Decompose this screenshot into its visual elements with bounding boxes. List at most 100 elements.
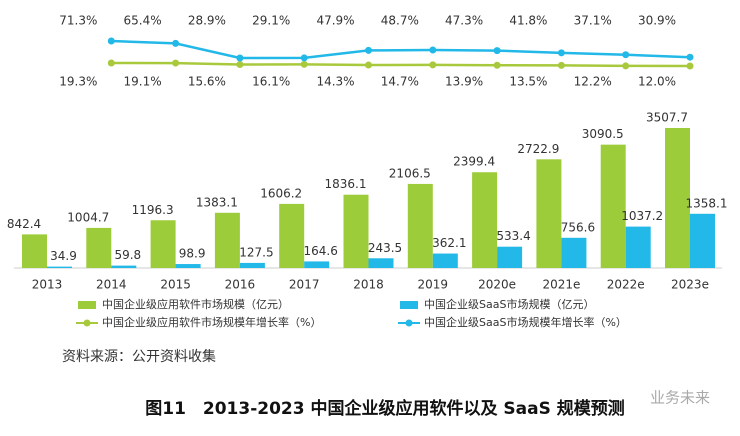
line-point <box>686 62 694 70</box>
x-tick-label: 2021e <box>542 278 580 292</box>
bar <box>304 261 330 268</box>
line-value-label: 16.1% <box>252 75 290 89</box>
bar-value-label: 1196.3 <box>132 203 174 217</box>
line-value-label: 12.2% <box>574 75 612 89</box>
line-point <box>622 51 630 59</box>
bar <box>175 264 201 268</box>
bar <box>22 234 47 268</box>
bar-value-label: 3090.5 <box>582 127 624 141</box>
bar <box>368 258 394 268</box>
x-tick-label: 2020e <box>478 278 516 292</box>
line-value-label: 65.4% <box>124 14 162 28</box>
line-point <box>557 61 565 69</box>
bar <box>111 265 137 268</box>
line-value-label: 14.3% <box>316 75 354 89</box>
legend-swatch <box>83 319 91 327</box>
line-point <box>429 46 437 54</box>
line-point <box>107 37 115 45</box>
line-value-label: 37.1% <box>574 14 612 28</box>
bar-value-label: 1606.2 <box>260 186 302 200</box>
line-value-label: 15.6% <box>188 75 226 89</box>
watermark: 业务未来 <box>650 389 710 407</box>
line-point <box>365 46 372 54</box>
line-value-label: 12.0% <box>638 75 676 89</box>
bar <box>86 227 112 268</box>
bar-value-label: 756.6 <box>561 220 595 234</box>
line-value-label: 47.3% <box>445 14 483 28</box>
bar <box>665 128 690 268</box>
line-point <box>429 61 437 69</box>
line-value-label: 28.9% <box>188 14 226 28</box>
source-note: 资料来源：公开资料收集 <box>62 348 216 365</box>
line-value-label: 30.9% <box>638 14 676 28</box>
x-tick-label: 2015 <box>160 278 191 292</box>
bar <box>600 144 626 268</box>
legend-label: 中国企业级应用软件市场规模年增长率（%） <box>102 315 321 329</box>
line-value-label: 29.1% <box>252 14 290 28</box>
bar-value-label: 1836.1 <box>325 177 367 191</box>
bar <box>497 246 523 268</box>
bar-value-label: 2722.9 <box>517 142 559 156</box>
bar-value-label: 1358.1 <box>686 196 728 210</box>
legend-swatch <box>78 301 96 309</box>
legend-label: 中国企业级SaaS市场规模（亿元） <box>424 297 594 311</box>
bar-value-label: 59.8 <box>114 248 141 262</box>
legend-label: 中国企业级SaaS市场规模年增长率（%） <box>424 315 627 329</box>
x-tick-label: 2017 <box>289 278 320 292</box>
line-value-label: 71.3% <box>59 14 97 28</box>
legend-label: 中国企业级应用软件市场规模（亿元） <box>102 297 289 311</box>
bar <box>239 262 265 268</box>
line-value-label: 47.9% <box>316 14 354 28</box>
line-point <box>493 61 501 69</box>
bar <box>625 226 651 268</box>
x-tick-label: 2022e <box>607 278 645 292</box>
bar-value-label: 3507.7 <box>646 111 688 125</box>
bar <box>690 213 715 268</box>
x-tick-label: 2018 <box>353 278 384 292</box>
bar-value-label: 1037.2 <box>621 209 663 223</box>
bar <box>214 212 240 268</box>
bar-value-label: 533.4 <box>496 229 530 243</box>
line <box>111 61 691 68</box>
line-value-label: 19.1% <box>124 75 162 89</box>
bar <box>279 203 305 268</box>
line-point <box>686 53 694 61</box>
bar <box>343 194 369 268</box>
line-value-label: 13.9% <box>445 75 483 89</box>
bar <box>561 237 587 268</box>
bar <box>407 183 433 268</box>
bar-value-label: 2399.4 <box>453 155 495 169</box>
bar <box>536 159 562 268</box>
bar-value-label: 1004.7 <box>67 210 109 224</box>
line-point <box>107 59 115 67</box>
line-point <box>557 49 565 57</box>
line-point <box>236 54 244 62</box>
line-point <box>622 62 630 70</box>
x-tick-label: 2014 <box>96 278 127 292</box>
bar-value-label: 164.6 <box>304 244 338 258</box>
bar-value-label: 243.5 <box>368 241 402 255</box>
line-value-label: 48.7% <box>381 14 419 28</box>
line-value-label: 41.8% <box>509 14 547 28</box>
line-point <box>300 54 308 62</box>
legend-swatch <box>405 319 413 327</box>
line <box>111 39 691 60</box>
x-tick-label: 2013 <box>32 278 63 292</box>
bar <box>472 172 498 268</box>
bar-value-label: 2106.5 <box>389 166 431 180</box>
x-tick-label: 2016 <box>225 278 256 292</box>
caption: 图11 2013-2023 中国企业级应用软件以及 SaaS 规模预测 <box>145 398 625 419</box>
bar-value-label: 362.1 <box>432 236 466 250</box>
line-point <box>300 60 308 68</box>
line-value-label: 13.5% <box>509 75 547 89</box>
bar-value-label: 34.9 <box>50 249 77 263</box>
bar-value-label: 842.4 <box>7 217 41 231</box>
line-value-label: 19.3% <box>59 75 97 89</box>
bar-value-label: 127.5 <box>239 245 273 259</box>
bar-value-label: 98.9 <box>179 247 206 261</box>
x-tick-label: 2023e <box>671 278 709 292</box>
bar <box>432 253 458 268</box>
line-point <box>365 61 372 69</box>
x-tick-label: 2019 <box>418 278 449 292</box>
